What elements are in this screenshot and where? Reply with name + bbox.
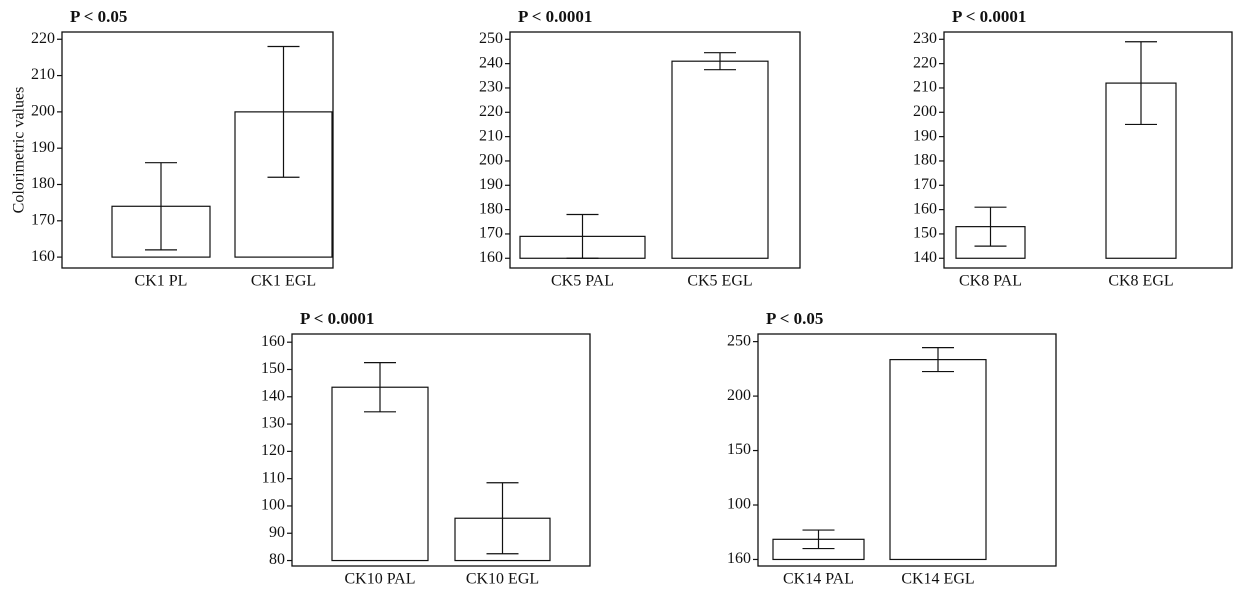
y-tick-label: 170 [913, 176, 937, 193]
y-axis-label: Colorimetric values [11, 87, 28, 214]
y-tick-label: 140 [261, 387, 285, 404]
panel-title: P < 0.05 [70, 7, 127, 26]
x-tick-label: CK10 EGL [466, 571, 539, 588]
x-tick-label: CK14 EGL [901, 571, 974, 588]
y-tick-label: 220 [31, 30, 55, 47]
y-tick-label: 200 [727, 387, 751, 404]
plot-frame [509, 31, 801, 269]
x-tick-label: CK5 EGL [687, 273, 752, 290]
y-tick-label: 180 [913, 152, 937, 169]
y-tick-label: 220 [913, 54, 937, 71]
y-tick-label: 170 [31, 211, 55, 228]
y-tick-label: 100 [727, 496, 751, 513]
y-tick-label: 180 [479, 200, 503, 217]
x-tick-label: CK8 PAL [959, 273, 1022, 290]
y-tick-label: 90 [269, 524, 285, 541]
y-tick-label: 200 [913, 103, 937, 120]
plot-frame [291, 333, 591, 567]
y-tick-label: 230 [479, 79, 503, 96]
panel-title: P < 0.05 [766, 309, 823, 328]
y-tick-label: 220 [479, 103, 503, 120]
y-tick-label: 160 [261, 333, 285, 350]
y-tick-label: 160 [727, 550, 751, 567]
y-tick-label: 210 [913, 79, 937, 96]
plot-frame [943, 31, 1233, 269]
x-tick-label: CK1 EGL [251, 273, 316, 290]
y-tick-label: 200 [479, 152, 503, 169]
y-tick-label: 210 [479, 127, 503, 144]
panel-title: P < 0.0001 [518, 7, 592, 26]
y-tick-label: 110 [262, 469, 285, 486]
plot-frame [61, 31, 334, 269]
y-tick-label: 190 [31, 139, 55, 156]
y-tick-label: 150 [727, 441, 751, 458]
y-tick-label: 190 [913, 127, 937, 144]
y-tick-label: 80 [269, 551, 285, 568]
y-tick-label: 140 [913, 249, 937, 266]
y-tick-label: 160 [31, 248, 55, 265]
bar [331, 386, 429, 562]
x-tick-label: CK5 PAL [551, 273, 614, 290]
y-tick-label: 230 [913, 30, 937, 47]
x-tick-label: CK1 PL [135, 273, 188, 290]
y-tick-label: 160 [913, 200, 937, 217]
y-tick-label: 100 [261, 497, 285, 514]
x-tick-label: CK8 EGL [1108, 273, 1173, 290]
y-tick-label: 250 [479, 30, 503, 47]
y-tick-label: 190 [479, 176, 503, 193]
bar [889, 358, 987, 561]
x-tick-label: CK10 PAL [345, 571, 416, 588]
y-tick-label: 150 [913, 225, 937, 242]
y-tick-label: 250 [727, 332, 751, 349]
y-tick-label: 150 [261, 360, 285, 377]
y-tick-label: 160 [479, 249, 503, 266]
x-tick-label: CK14 PAL [783, 571, 854, 588]
panel-title: P < 0.0001 [952, 7, 1026, 26]
bar [671, 60, 769, 259]
panel-title: P < 0.0001 [300, 309, 374, 328]
y-tick-label: 210 [31, 66, 55, 83]
y-tick-label: 130 [261, 415, 285, 432]
y-tick-label: 240 [479, 54, 503, 71]
y-tick-label: 180 [31, 175, 55, 192]
y-tick-label: 120 [261, 442, 285, 459]
y-tick-label: 170 [479, 225, 503, 242]
y-tick-label: 200 [31, 103, 55, 120]
